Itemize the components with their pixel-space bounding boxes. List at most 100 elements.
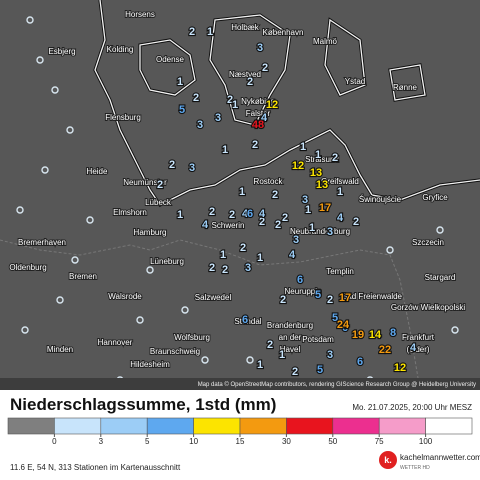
station-value: 2 (227, 94, 233, 106)
station-value: 3 (293, 234, 299, 246)
station-value: 6 (342, 322, 348, 334)
city-label: Bad Freienwalde (342, 292, 403, 301)
station-zero (86, 216, 94, 224)
station-value: 1 (222, 144, 228, 156)
map-background (0, 0, 480, 390)
station-value: 2 (280, 294, 286, 306)
city-label: Schwerin (212, 221, 245, 230)
station-value: 24 (337, 319, 350, 331)
legend-tick-label: 10 (189, 437, 198, 446)
attribution-bg (0, 378, 480, 390)
station-value: 2 (332, 152, 338, 164)
city-label: Stendal (234, 317, 261, 326)
station-value: 1 (239, 186, 245, 198)
station-value: 2 (292, 366, 298, 378)
city-label: Rønne (393, 83, 418, 92)
city-label: Salzwedel (195, 293, 232, 302)
station-value: 2 (262, 62, 268, 74)
station-value: 2 (209, 262, 215, 274)
station-zero (21, 326, 29, 334)
legend-swatch (54, 417, 102, 435)
station-zero (201, 356, 209, 364)
station-value: 5 (317, 364, 323, 376)
station-value: 2 (209, 206, 215, 218)
legend-tick-label: 3 (99, 437, 104, 446)
timestamp: Mo. 21.07.2025, 20:00 Uhr MESZ (352, 403, 472, 412)
logo (379, 451, 397, 469)
city-label: Hannover (98, 338, 133, 347)
station-value: 3 (257, 42, 263, 54)
border (0, 239, 421, 391)
station-zero (71, 256, 79, 264)
legend-tick-label: 15 (236, 437, 245, 446)
station-value: 2 (282, 212, 288, 224)
legend-swatch (332, 417, 380, 435)
station-value: 17 (339, 292, 351, 304)
station-value: 2 (353, 216, 359, 228)
station-value: 2 (189, 26, 195, 38)
station-value: 2 (193, 92, 199, 104)
station-value: 6 (242, 314, 248, 326)
station-value: 3 (327, 349, 333, 361)
city-label: Neubrandenburg (290, 227, 350, 236)
legend-swatch (286, 417, 334, 435)
station-value: 8 (390, 327, 396, 339)
city-label: Nykøbing (241, 97, 275, 106)
city-label: Frankfurt (402, 333, 435, 342)
station-value: 3 (215, 112, 221, 124)
station-zero (26, 16, 34, 24)
station-zero (56, 296, 64, 304)
legend-tick-label: 5 (145, 437, 150, 446)
city-label: Falster (246, 109, 271, 118)
city-label: Templin (326, 267, 354, 276)
station-value: 3 (197, 119, 203, 131)
city-label: Havel (280, 345, 301, 354)
station-value: 2 (247, 76, 253, 88)
legend-tick-label: 100 (419, 437, 433, 446)
coastline (94, 0, 480, 206)
station-value: 3 (189, 162, 195, 174)
city-label: Braunschweig (150, 347, 200, 356)
city-label: Brandenburg (267, 321, 313, 330)
city-label: Walsrode (108, 292, 142, 301)
station-zero (386, 246, 394, 254)
station-value: 4 (289, 249, 296, 261)
logo-text: k. (384, 455, 392, 465)
legend-swatch (146, 417, 194, 435)
legend-swatch (378, 417, 426, 435)
city-label: Lübeck (145, 198, 172, 207)
station-zero (146, 266, 154, 274)
station-value: 2 (240, 242, 246, 254)
station-value: 3 (245, 262, 251, 274)
station-zero (181, 306, 189, 314)
city-label: Horsens (125, 10, 155, 19)
station-value: 13 (310, 167, 322, 179)
station-value: 13 (316, 179, 328, 191)
city-label: an der (279, 333, 302, 342)
station-value: 1 (309, 222, 315, 234)
station-value: 4 (242, 208, 249, 220)
station-zero (451, 326, 459, 334)
station-value: 5 (179, 104, 185, 116)
station-value: 14 (369, 329, 382, 341)
station-zero (436, 226, 444, 234)
station-value: 1 (279, 349, 285, 361)
station-value: 5 (315, 289, 321, 301)
legend-swatch (193, 417, 241, 435)
station-value: 1 (257, 252, 263, 264)
station-value: 12 (394, 362, 406, 374)
city-label: Neumünster (123, 178, 167, 187)
station-zero (36, 56, 44, 64)
station-value: 3 (302, 194, 308, 206)
station-value: 2 (275, 219, 281, 231)
city-label: Świnoujście (359, 195, 402, 204)
station-value: 12 (292, 160, 304, 172)
station-value: 1 (315, 149, 321, 161)
station-value: 1 (337, 186, 343, 198)
city-label: Odense (156, 55, 185, 64)
station-value: 1 (305, 204, 311, 216)
city-label: Minden (47, 345, 73, 354)
station-zero (246, 356, 254, 364)
city-label: Malmö (313, 37, 338, 46)
city-label: Elmshorn (113, 208, 147, 217)
